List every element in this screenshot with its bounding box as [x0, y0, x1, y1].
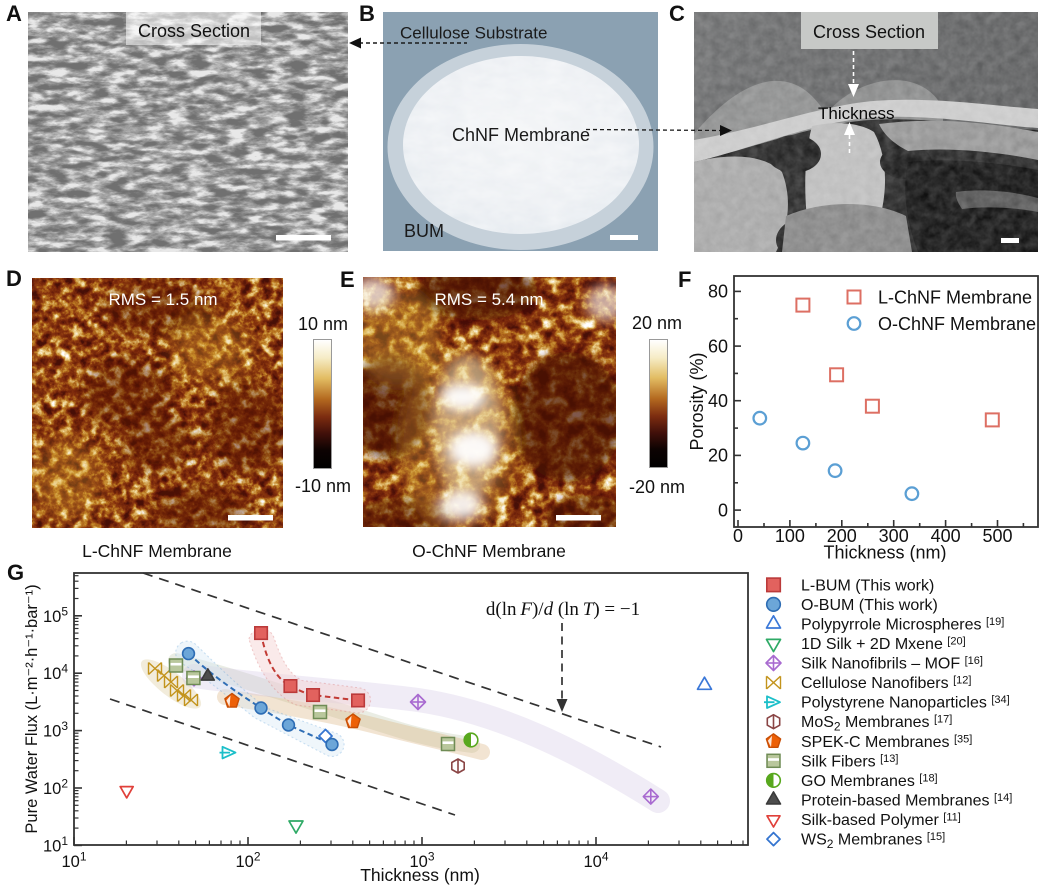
svg-text:Silk Fibers [13]: Silk Fibers [13] [801, 753, 898, 771]
svg-text:Thickness: Thickness [818, 104, 895, 123]
svg-text:ChNF Membrane: ChNF Membrane [452, 125, 590, 145]
svg-text:L-BUM (This work): L-BUM (This work) [801, 577, 934, 594]
svg-text:300: 300 [879, 526, 909, 546]
svg-text:O-BUM (This work): O-BUM (This work) [801, 597, 938, 614]
svg-text:GO Membranes [18]: GO Membranes [18] [801, 772, 938, 790]
svg-text:0: 0 [718, 500, 728, 520]
svg-text:60: 60 [708, 336, 728, 356]
svg-text:RMS = 5.4 nm: RMS = 5.4 nm [434, 290, 543, 309]
svg-text:Porosity (%): Porosity (%) [687, 352, 707, 450]
svg-text:100: 100 [775, 526, 805, 546]
svg-text:104: 104 [583, 850, 608, 872]
svg-text:MoS2 Membranes [17]: MoS2 Membranes [17] [801, 714, 952, 734]
svg-text:Pure Water Flux (L·m⁻²·h⁻¹·bar: Pure Water Flux (L·m⁻²·h⁻¹·bar⁻¹) [23, 584, 41, 833]
svg-text:SPEK-C Membranes [35]: SPEK-C Membranes [35] [801, 733, 972, 751]
svg-text:Silk-based Polymer [11]: Silk-based Polymer [11] [801, 812, 961, 830]
svg-text:104: 104 [43, 662, 68, 684]
svg-text:Thickness (nm): Thickness (nm) [823, 543, 946, 563]
svg-text:40: 40 [708, 391, 728, 411]
svg-text:BUM: BUM [404, 221, 444, 241]
svg-text:80: 80 [708, 282, 728, 302]
svg-text:20: 20 [708, 446, 728, 466]
svg-text:Cross Section: Cross Section [813, 22, 925, 42]
svg-text:Cellulose Substrate: Cellulose Substrate [400, 24, 547, 43]
svg-text:105: 105 [43, 604, 68, 626]
svg-text:Polypyrrole Microspheres [19]: Polypyrrole Microspheres [19] [801, 616, 1004, 634]
svg-text:Polystyrene Nanoparticles [34]: Polystyrene Nanoparticles [34] [801, 694, 1010, 712]
svg-text:0: 0 [733, 526, 743, 546]
svg-text:102: 102 [235, 850, 260, 872]
svg-text:200: 200 [827, 526, 857, 546]
svg-text:L-ChNF Membrane: L-ChNF Membrane [878, 288, 1032, 308]
svg-text:Cellulose Nanofibers [12]: Cellulose Nanofibers [12] [801, 675, 971, 693]
svg-text:Thickness (nm): Thickness (nm) [360, 865, 480, 885]
svg-text:500: 500 [982, 526, 1012, 546]
svg-text:RMS = 1.5 nm: RMS = 1.5 nm [108, 290, 217, 309]
svg-text:Silk Nanofibrils – MOF [16]: Silk Nanofibrils – MOF [16] [801, 655, 983, 673]
svg-text:O-ChNF Membrane: O-ChNF Membrane [878, 314, 1036, 334]
svg-text:Cross Section: Cross Section [138, 21, 250, 41]
svg-text:101: 101 [61, 850, 86, 872]
svg-text:400: 400 [931, 526, 961, 546]
svg-text:103: 103 [43, 719, 68, 741]
svg-text:102: 102 [43, 777, 68, 799]
svg-text:WS2 Membranes [15]: WS2 Membranes [15] [801, 831, 945, 851]
svg-text:1D Silk + 2D Mxene [20]: 1D Silk + 2D Mxene [20] [801, 636, 966, 654]
svg-text:d(ln F)/d (ln T) = −1: d(ln F)/d (ln T) = −1 [486, 599, 640, 620]
svg-text:Protein-based Membranes [14]: Protein-based Membranes [14] [801, 792, 1012, 810]
